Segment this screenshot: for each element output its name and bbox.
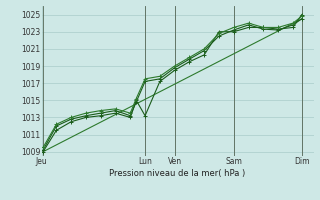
- X-axis label: Pression niveau de la mer( hPa ): Pression niveau de la mer( hPa ): [109, 169, 246, 178]
